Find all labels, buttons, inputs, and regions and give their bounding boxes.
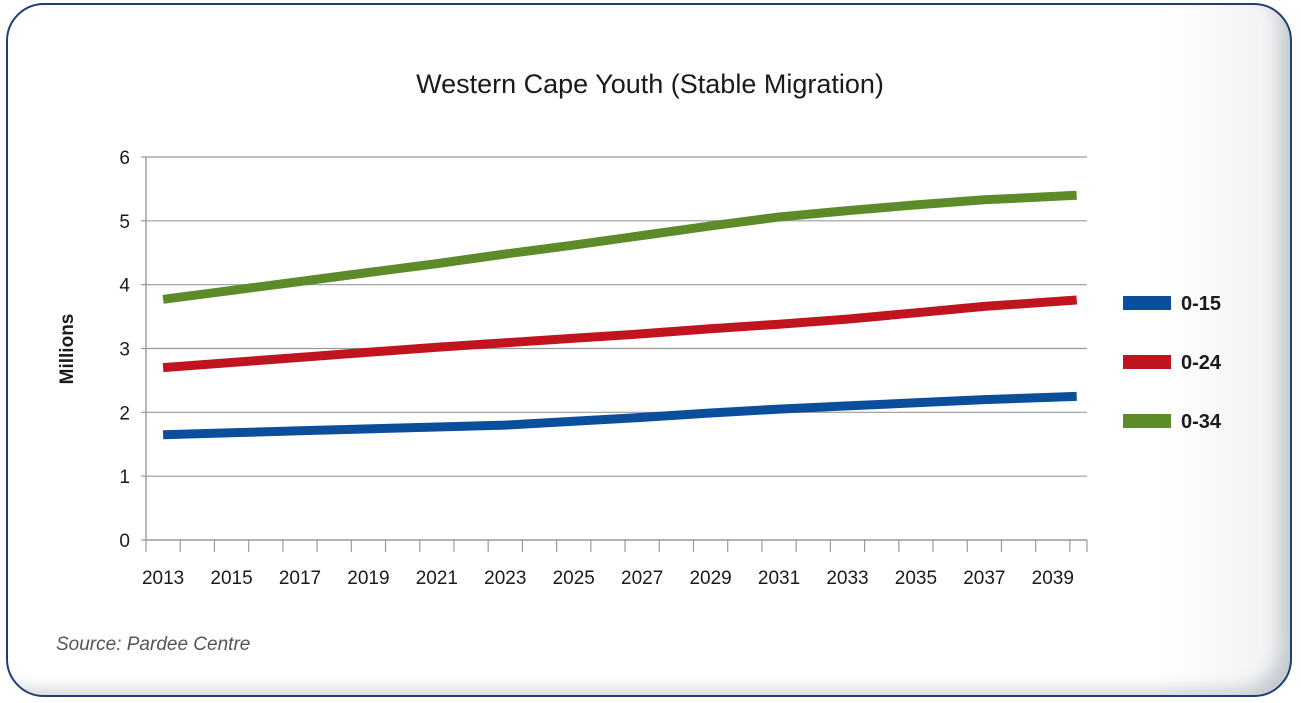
- legend-swatch-0-34: [1123, 414, 1171, 428]
- series-line-0-34: [162, 190, 1077, 304]
- chart-title: Western Cape Youth (Stable Migration): [416, 69, 884, 99]
- y-tick-label: 4: [119, 276, 130, 297]
- legend-swatch-0-24: [1123, 355, 1171, 369]
- y-tick-label: 5: [119, 212, 130, 233]
- x-tick-label: 2031: [758, 568, 800, 589]
- series-line-0-24: [162, 295, 1078, 373]
- x-tick-label: 2035: [895, 568, 937, 589]
- y-axis-label: Millions: [57, 314, 78, 385]
- legend-label-0-24: 0-24: [1181, 352, 1222, 374]
- gridlines: [146, 156, 1087, 477]
- legend-label-0-15: 0-15: [1181, 293, 1221, 315]
- source-note: Source: Pardee Centre: [56, 634, 250, 655]
- x-tick-label: 2027: [621, 568, 663, 589]
- x-tick-label: 2029: [689, 568, 731, 589]
- x-tick-label: 2025: [553, 568, 595, 589]
- series-line-0-15: [162, 391, 1077, 440]
- axes: 0 1 2 3 4 5 6 2013 2015 2017 2019 2021 2023 2025 2027 2…: [119, 148, 1088, 589]
- y-tick-label: 3: [119, 340, 130, 361]
- x-tick-label: 2021: [416, 568, 458, 589]
- x-tick-label: 2023: [484, 568, 526, 589]
- x-tick-label: 2013: [142, 568, 184, 589]
- x-tick-label: 2015: [210, 568, 252, 589]
- legend: 0-15 0-24 0-34: [1123, 293, 1222, 433]
- legend-swatch-0-15: [1123, 296, 1171, 310]
- x-tick-label: 2037: [963, 568, 1005, 589]
- legend-label-0-34: 0-34: [1181, 411, 1222, 433]
- y-tick-label: 0: [119, 531, 130, 552]
- series-lines: [162, 190, 1078, 440]
- y-tick-label: 6: [119, 148, 130, 169]
- x-tick-label: 2017: [279, 568, 321, 589]
- x-tick-label: 2033: [826, 568, 868, 589]
- y-tick-label: 1: [119, 467, 130, 488]
- y-tick-label: 2: [119, 403, 130, 424]
- chart-frame: [6, 3, 1292, 697]
- x-tick-label: 2019: [347, 568, 389, 589]
- x-tick-label: 2039: [1032, 568, 1074, 589]
